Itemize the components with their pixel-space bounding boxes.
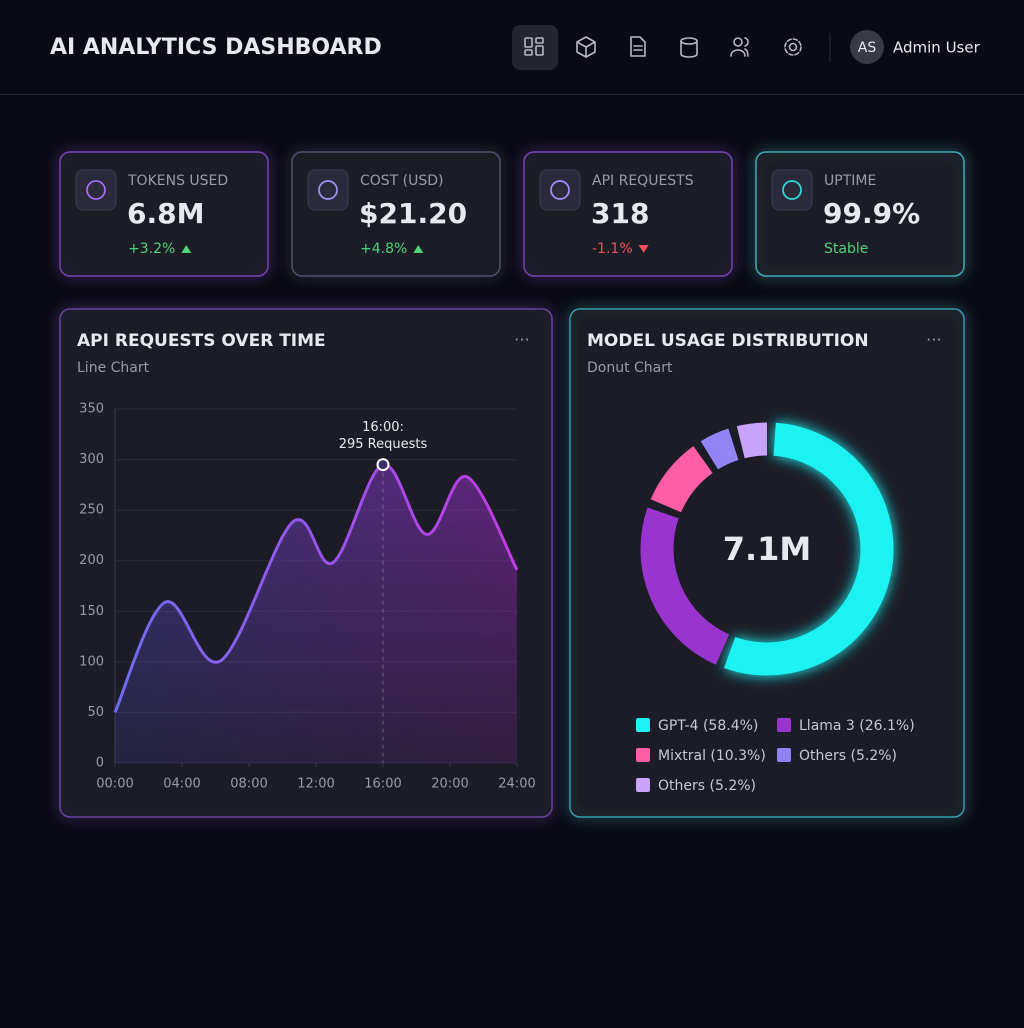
nav-users[interactable] [730, 37, 749, 57]
nav-dashboard[interactable] [524, 37, 544, 56]
legend-label: Mixtral (10.3%) [658, 748, 766, 764]
chart-title: API REQUESTS OVER TIME [77, 331, 326, 351]
trend-down [638, 245, 649, 253]
chart-card: API REQUESTS OVER TIME Line Chart ⋯ 0 50 100 1… [59, 308, 553, 818]
x-tick-label: 24:00 [498, 777, 535, 792]
kpi-icon-box [539, 169, 581, 211]
chart-card: MODEL USAGE DISTRIBUTION Donut Chart ⋯ 7.1M… [569, 308, 965, 818]
kpi-change: +3.2% [128, 241, 175, 257]
nav-docs[interactable] [630, 36, 646, 57]
user-name[interactable]: Admin User [893, 39, 981, 57]
kpi-value: $21.20 [359, 197, 467, 230]
y-tick-label: 300 [79, 452, 104, 467]
more-menu[interactable]: ⋯ [926, 330, 942, 349]
more-menu[interactable]: ⋯ [514, 330, 530, 349]
kpi-value: 318 [591, 197, 649, 230]
kpi-card: COST (USD) $21.20 +4.8% [291, 151, 501, 277]
kpi-value: 99.9% [823, 197, 920, 230]
app-title: AI ANALYTICS DASHBOARD [50, 35, 382, 60]
x-tick-label: 16:00 [364, 777, 401, 792]
y-tick-label: 200 [79, 553, 104, 568]
nav-models[interactable] [576, 36, 596, 58]
legend-label: Others (5.2%) [799, 748, 897, 764]
legend-label: Others (5.2%) [658, 778, 756, 794]
kpi-card: UPTIME 99.9% Stable [755, 151, 965, 277]
highlight-point [376, 458, 390, 472]
kpi-icon [550, 180, 570, 200]
y-tick-label: 250 [79, 503, 104, 518]
y-tick-label: 100 [79, 654, 104, 669]
donut-segment [736, 422, 768, 459]
kpi-icon [318, 180, 338, 200]
trend-up [413, 245, 424, 253]
kpi-change: -1.1% [592, 241, 633, 257]
kpi-label: COST (USD) [360, 173, 444, 189]
kpi-icon-box [307, 169, 349, 211]
y-tick-label: 150 [79, 604, 104, 619]
kpi-value: 6.8M [127, 197, 204, 230]
legend-swatch [777, 718, 791, 732]
legend-label: GPT-4 (58.4%) [658, 718, 758, 734]
legend-label: Llama 3 (26.1%) [799, 718, 915, 734]
kpi-icon [782, 180, 802, 200]
trend-up [181, 245, 192, 253]
y-tick-label: 350 [79, 402, 104, 417]
chart-title: MODEL USAGE DISTRIBUTION [587, 331, 869, 351]
legend-swatch [777, 748, 791, 762]
kpi-icon-box [75, 169, 117, 211]
legend-swatch [636, 778, 650, 792]
x-tick-label: 00:00 [96, 777, 133, 792]
nav-settings[interactable] [784, 38, 802, 56]
area [115, 464, 517, 763]
kpi-label: UPTIME [824, 173, 876, 189]
annotation-text: 295 Requests [339, 437, 428, 452]
donut-segment [650, 446, 714, 513]
chart-subtitle: Donut Chart [587, 360, 673, 376]
donut-segment [724, 422, 894, 676]
nav-database[interactable] [680, 37, 698, 58]
avatar[interactable] [850, 30, 884, 64]
x-tick-label: 04:00 [163, 777, 200, 792]
y-tick-label: 50 [87, 705, 104, 720]
legend-swatch [636, 718, 650, 732]
avatar-initials: AS [858, 40, 877, 56]
chart-subtitle: Line Chart [77, 360, 150, 376]
kpi-icon-box [771, 169, 813, 211]
kpi-change: +4.8% [360, 241, 407, 257]
donut-segment [700, 428, 739, 470]
x-tick-label: 20:00 [431, 777, 468, 792]
legend-swatch [636, 748, 650, 762]
nav: AS Admin User [512, 25, 981, 70]
kpi-label: TOKENS USED [127, 173, 228, 189]
chart-card-bg [569, 308, 965, 818]
donut-center-label: 7.1M [723, 530, 812, 568]
y-tick-label: 0 [96, 756, 104, 771]
nav-active-bg [512, 25, 558, 70]
kpi-icon [86, 180, 106, 200]
line [113, 463, 519, 714]
x-tick-label: 08:00 [230, 777, 267, 792]
kpi-card: TOKENS USED 6.8M +3.2% [59, 151, 269, 277]
kpi-change: Stable [824, 241, 868, 257]
kpi-card: API REQUESTS 318 -1.1% [523, 151, 733, 277]
annotation-text: 16:00: [362, 420, 404, 435]
kpi-label: API REQUESTS [592, 173, 694, 189]
x-tick-label: 12:00 [297, 777, 334, 792]
donut-segment [640, 507, 730, 665]
